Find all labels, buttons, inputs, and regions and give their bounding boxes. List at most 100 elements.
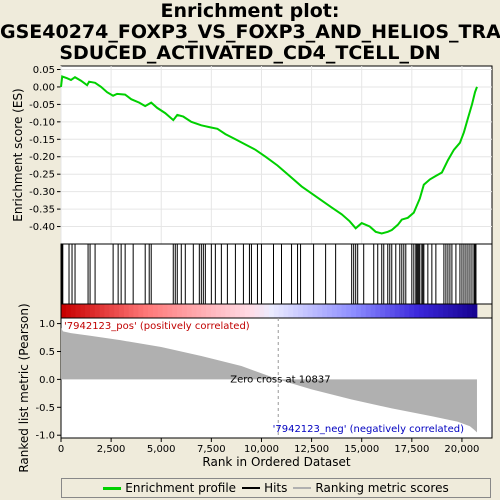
- color-bar-segment: [467, 304, 473, 318]
- color-bar-segment: [65, 304, 72, 318]
- color-bar-segment: [447, 304, 454, 318]
- rank-xtick-label: 7,500: [197, 444, 226, 455]
- legend-swatch-enrichment: [103, 486, 122, 490]
- rank-xtick-label: 12,500: [294, 444, 329, 455]
- color-bar-segment: [452, 304, 459, 318]
- color-bar-segment: [167, 304, 173, 318]
- color-bar-segment: [123, 304, 130, 318]
- hits-panel: [60, 243, 493, 319]
- color-bar-segment: [85, 304, 91, 318]
- es-ytick-label: -0.25: [29, 170, 55, 181]
- enrichment-profile-line: [60, 75, 478, 235]
- es-ytick-label: -0.40: [29, 222, 55, 233]
- rank-ytick-label: 1.0: [39, 319, 55, 330]
- legend-item-enrichment: Enrichment profile: [103, 481, 236, 495]
- color-bar-segment: [312, 304, 318, 318]
- color-bar-segment: [181, 304, 188, 318]
- neg-annotation: '7942123_neg' (negatively correlated): [273, 424, 464, 435]
- color-bar-segment: [433, 304, 439, 318]
- color-bar-segment: [365, 304, 371, 318]
- rank-xtick-label: 15,000: [344, 444, 379, 455]
- color-bar-segment: [172, 304, 178, 318]
- color-bar-segment: [414, 304, 420, 318]
- rank-xtick-label: 10,000: [244, 444, 279, 455]
- legend: Enrichment profile Hits Ranking metric s…: [61, 478, 491, 498]
- color-bar-segment: [157, 304, 163, 318]
- color-bar-segment: [90, 304, 96, 318]
- color-bar-segment: [288, 304, 294, 318]
- color-bar-segment: [443, 304, 449, 318]
- color-bar-segment: [114, 304, 120, 318]
- es-ytick-label: -0.10: [29, 117, 55, 128]
- legend-item-ranking: Ranking metric scores: [293, 481, 449, 495]
- color-bar-segment: [254, 304, 260, 318]
- color-bar-segment: [346, 304, 352, 318]
- es-ytick-label: 0.05: [33, 65, 55, 76]
- color-bar-segment: [220, 304, 226, 318]
- color-bar-segment: [418, 304, 425, 318]
- color-bar-segment: [138, 304, 144, 318]
- es-ylabel: Enrichment score (ES): [11, 88, 25, 221]
- color-bar-segment: [191, 304, 197, 318]
- rank-xtick-label: 20,000: [444, 444, 479, 455]
- color-bar-segment: [404, 304, 410, 318]
- es-ytick-label: -0.20: [29, 152, 55, 163]
- rank-xtick-label: 2,500: [97, 444, 126, 455]
- color-bar-segment: [210, 304, 217, 318]
- title-line-1: Enrichment plot:: [160, 0, 340, 22]
- color-bar-segment: [380, 304, 386, 318]
- color-bar-segment: [177, 304, 183, 318]
- legend-label-enrichment: Enrichment profile: [125, 481, 237, 495]
- color-bar-segment: [462, 304, 468, 318]
- rank-ylabel: Ranked list metric (Pearson): [17, 303, 31, 472]
- legend-item-hits: Hits: [242, 481, 287, 495]
- enrichment-plot: 0.050.00-0.05-0.10-0.15-0.20-0.25-0.30-0…: [11, 65, 493, 473]
- title-line-2: GSE40274_FOXP3_VS_FOXP3_AND_HELIOS_TRAN: [0, 21, 500, 43]
- color-bar-segment: [298, 304, 304, 318]
- color-bar-segment: [152, 304, 159, 318]
- color-bar-segment: [143, 304, 149, 318]
- color-bar-segment: [327, 304, 333, 318]
- color-bar-segment: [128, 304, 134, 318]
- es-plot-area: [60, 65, 493, 245]
- color-bar-segment: [331, 304, 338, 318]
- color-bar-segment: [196, 304, 202, 318]
- color-bar-segment: [119, 304, 125, 318]
- color-bar-segment: [409, 304, 415, 318]
- color-bar-segment: [75, 304, 81, 318]
- color-bar-segment: [94, 304, 101, 318]
- es-ytick-label: -0.35: [29, 205, 55, 216]
- color-bar-segment: [428, 304, 434, 318]
- color-bar-segment: [104, 304, 110, 318]
- color-bar-segment: [186, 304, 192, 318]
- color-bar-segment: [317, 304, 323, 318]
- color-bar-segment: [148, 304, 154, 318]
- color-bar-segment: [61, 304, 67, 318]
- color-bar-segment: [360, 304, 367, 318]
- color-bar-segment: [399, 304, 405, 318]
- rank-xlabel: Rank in Ordered Dataset: [202, 455, 350, 469]
- color-bar-segment: [438, 304, 444, 318]
- ranking-metric-area: [61, 328, 477, 433]
- color-bar-segment: [215, 304, 222, 318]
- color-bar-segment: [278, 304, 284, 318]
- enrichment-score-panel: 0.05 0.00 -0.05 -0.10 -0.15 -0.20 -0.25 -0.30 -0…: [11, 65, 493, 245]
- color-bar-segment: [239, 304, 246, 318]
- color-bar-segment: [283, 304, 289, 318]
- color-bar-segment: [302, 304, 309, 318]
- legend-swatch-hits: [242, 487, 261, 489]
- color-bar-segment: [351, 304, 357, 318]
- color-bar-segment: [249, 304, 255, 318]
- color-bar-segment: [80, 304, 86, 318]
- color-bar-segment: [394, 304, 400, 318]
- rank-ytick-label: -0.5: [35, 403, 55, 414]
- color-bar-segment: [70, 304, 76, 318]
- color-bar-segment: [268, 304, 275, 318]
- color-bar-segment: [273, 304, 280, 318]
- color-bar-segment: [341, 304, 347, 318]
- rank-ytick-label: 0.0: [39, 375, 55, 386]
- es-ytick-label: -0.30: [29, 187, 55, 198]
- title-line-3: SDUCED_ACTIVATED_CD4_TCELL_DN: [59, 42, 441, 64]
- color-bar-segment: [375, 304, 381, 318]
- color-bar-segment: [225, 304, 231, 318]
